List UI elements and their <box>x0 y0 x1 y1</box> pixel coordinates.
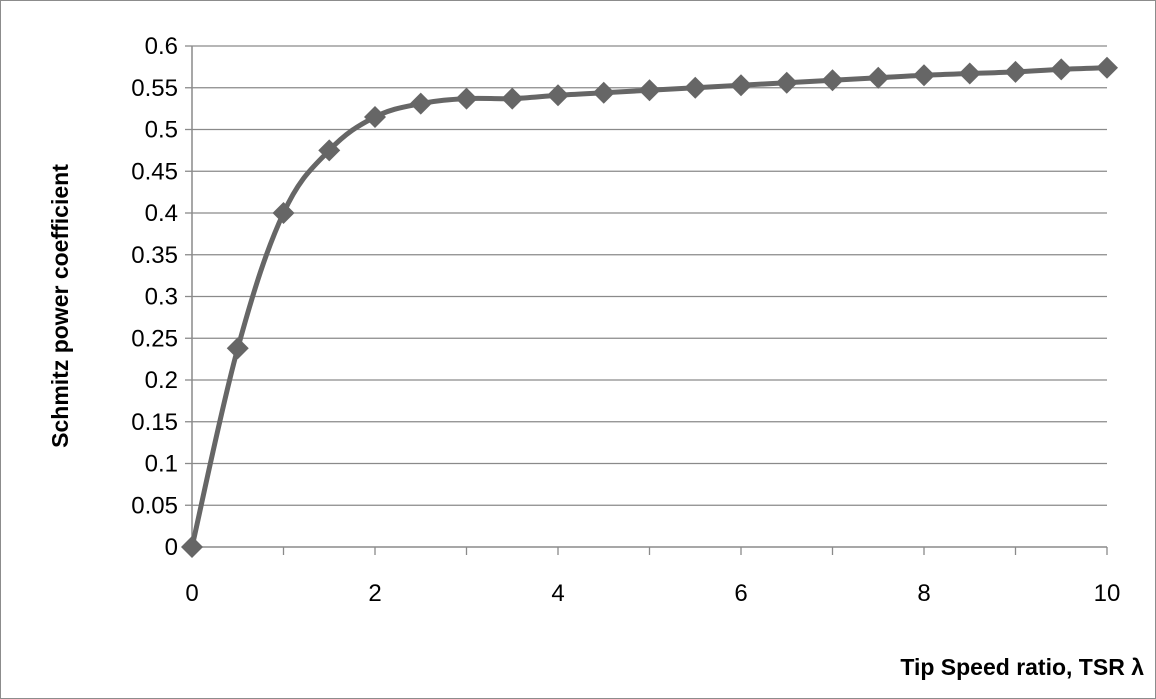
y-tick-label: 0.45 <box>131 158 178 185</box>
y-tick-label: 0.55 <box>131 75 178 102</box>
x-tick-labels: 0 2 4 6 8 10 <box>185 580 1120 607</box>
data-point-marker <box>547 84 569 107</box>
y-tick-label: 0.6 <box>145 33 178 60</box>
y-tick-label: 0.05 <box>131 492 178 519</box>
y-tick-label: 0.5 <box>145 117 178 144</box>
data-point-marker <box>867 66 890 89</box>
x-tick-label: 8 <box>917 580 930 607</box>
y-tick-label: 0.3 <box>145 284 178 311</box>
series-line <box>189 65 1108 548</box>
x-tick-label: 10 <box>1094 580 1121 607</box>
y-tick-label: 0.25 <box>131 325 178 352</box>
data-point-marker <box>638 79 661 102</box>
data-point-marker <box>318 139 341 162</box>
y-tick-label: 0.15 <box>131 409 178 436</box>
y-tick-labels: 0 0.05 0.1 0.15 0.2 0.25 0.3 0.35 0.4 0.45 0.5 0.55… <box>131 33 178 561</box>
y-tick-label: 0.35 <box>131 242 178 269</box>
data-point-marker <box>181 536 203 558</box>
data-point-marker <box>958 62 981 85</box>
y-tick-label: 0.1 <box>145 451 178 478</box>
gridlines <box>192 45 1107 506</box>
x-axis-title: Tip Speed ratio, TSR λ <box>900 654 1144 680</box>
data-point-marker <box>226 337 249 360</box>
y-tick-label: 0.4 <box>145 200 178 227</box>
data-point-marker <box>730 74 752 97</box>
data-point-marker <box>821 69 844 92</box>
x-tick-label: 4 <box>551 580 564 607</box>
data-point-marker <box>684 76 707 99</box>
data-point-marker <box>455 87 478 110</box>
y-tick-label: 0.2 <box>145 367 178 394</box>
data-point-marker <box>775 71 798 94</box>
axes <box>185 45 1108 555</box>
data-point-marker <box>364 105 386 128</box>
data-point-marker <box>1004 60 1027 83</box>
series <box>181 56 1118 558</box>
data-point-marker <box>1050 58 1073 81</box>
x-tick-label: 2 <box>368 580 381 607</box>
x-tick-label: 6 <box>734 580 747 607</box>
data-point-marker <box>501 87 524 110</box>
x-tick-label: 0 <box>185 580 198 607</box>
data-point-marker <box>1096 56 1118 79</box>
data-point-marker <box>272 202 295 224</box>
y-tick-label: 0 <box>165 534 178 561</box>
y-axis-title: Schmitz power coefficient <box>47 164 73 448</box>
data-point-marker <box>913 64 935 87</box>
data-point-marker <box>592 81 615 104</box>
data-point-marker <box>409 92 432 115</box>
